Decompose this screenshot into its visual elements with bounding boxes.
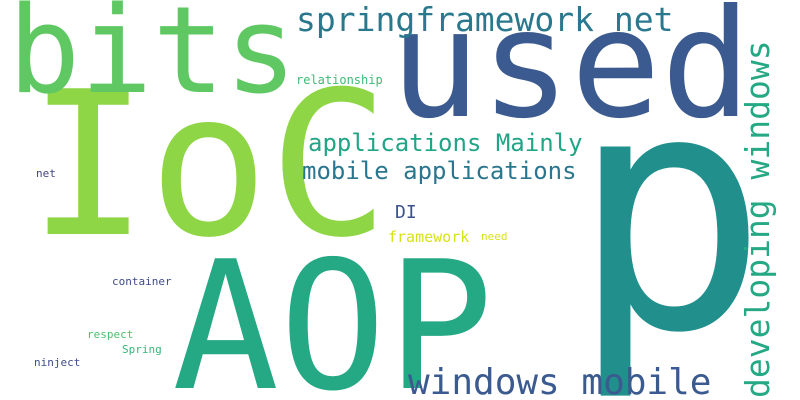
word-p: p — [570, 21, 769, 400]
word-developing-windows: developing windows — [738, 40, 777, 398]
word-applications-mainly: applications Mainly — [308, 129, 583, 157]
word-aop: AOP — [172, 223, 494, 400]
word-used: used — [390, 0, 752, 152]
word-windows-mobile: windows mobile — [408, 362, 712, 400]
word-container: container — [112, 275, 172, 288]
word-respect: respect — [87, 328, 134, 341]
word-bits: bits — [8, 0, 297, 121]
word-relationship: relationship — [296, 73, 383, 87]
word-ninject: ninject — [34, 356, 81, 369]
word-spring: Spring — [122, 343, 162, 356]
word-mobile-applications: mobile applications — [302, 157, 577, 185]
word-ioc: IoC — [28, 49, 390, 282]
word-net: net — [36, 167, 56, 180]
word-framework: framework — [388, 228, 470, 246]
word-di: DI — [395, 202, 417, 223]
word-need: need — [481, 230, 508, 243]
word-springframework-net: springframework net — [296, 0, 674, 39]
